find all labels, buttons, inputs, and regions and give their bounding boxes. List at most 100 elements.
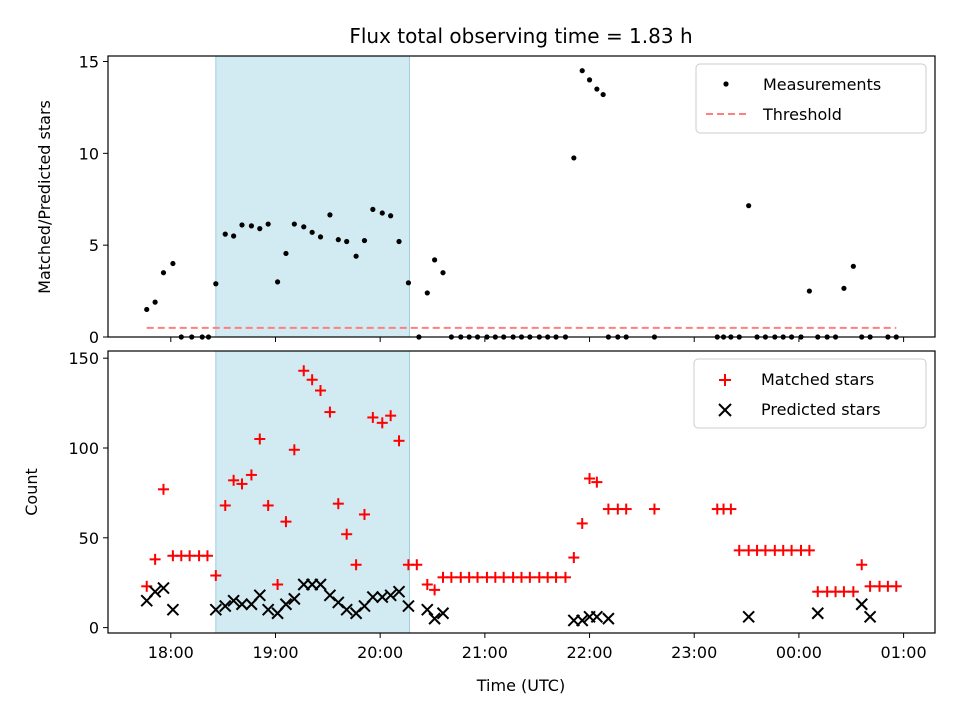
measurement-point xyxy=(265,221,271,227)
matched-star-point xyxy=(890,580,902,592)
xtick-label: 21:00 xyxy=(462,643,508,662)
top-y-axis: 0 5 10 15 xyxy=(79,53,108,347)
observing-span-top xyxy=(215,55,410,338)
predicted-star-point xyxy=(219,599,232,613)
measurement-point xyxy=(213,281,219,287)
matched-star-point xyxy=(288,444,300,456)
measurement-point xyxy=(850,263,856,269)
predicted-star-point xyxy=(209,603,223,616)
measurement-point xyxy=(274,279,281,285)
measurement-point xyxy=(571,155,577,161)
measurement-point xyxy=(405,280,412,286)
predicted-star-point xyxy=(576,614,589,627)
bottom-legend: Matched stars Predicted stars xyxy=(693,358,927,429)
predicted-star-point xyxy=(855,598,868,611)
predicted-star-point xyxy=(392,585,406,598)
measurement-point xyxy=(170,260,176,267)
measurement-point xyxy=(231,233,237,239)
matched-star-point xyxy=(341,528,353,540)
matched-star-point xyxy=(315,385,327,397)
matched-star-point xyxy=(367,411,379,423)
matched-star-point xyxy=(332,498,344,510)
matched-star-point xyxy=(812,586,824,598)
matched-star-point xyxy=(358,508,370,520)
matched-star-point xyxy=(591,476,603,488)
matched-star-point xyxy=(421,579,433,591)
bottom-ytick-label: 0 xyxy=(89,619,99,638)
measurement-point xyxy=(160,270,167,276)
xtick-label: 01:00 xyxy=(881,643,927,662)
predicted-star-point xyxy=(421,603,434,616)
bottom-axes-frame xyxy=(107,350,936,634)
predicted-star-point xyxy=(157,581,170,595)
measurement-point xyxy=(335,237,341,243)
bottom-ytick-label: 150 xyxy=(68,349,99,368)
matched-star-point xyxy=(725,503,737,515)
measurement-point xyxy=(301,224,307,230)
measurement-point xyxy=(396,238,402,245)
matched-star-point xyxy=(472,571,484,583)
top-ytick-label: 15 xyxy=(79,53,99,72)
top-plot-area xyxy=(144,68,899,340)
measurement-point xyxy=(222,231,228,237)
measurement-point xyxy=(746,203,752,209)
bottom-ytick-label: 50 xyxy=(79,529,99,548)
measurement-point xyxy=(424,290,430,296)
top-ytick-label: 0 xyxy=(89,328,99,347)
predicted-star-point xyxy=(314,578,327,591)
predicted-star-point xyxy=(253,589,266,602)
predicted-star-point xyxy=(166,603,180,616)
matched-star-point xyxy=(838,586,850,598)
top-legend: Measurements Threshold xyxy=(695,63,927,134)
matched-star-point xyxy=(262,499,274,511)
matched-star-point xyxy=(576,517,588,529)
predicted-star-point xyxy=(602,612,615,625)
matched-star-point xyxy=(393,435,405,447)
matched-star-point xyxy=(184,550,196,562)
top-ytick-label: 10 xyxy=(79,144,99,163)
measurement-point xyxy=(344,238,350,245)
predicted-star-point xyxy=(279,598,293,611)
predicted-star-point xyxy=(811,607,824,620)
bottom-ytick-label: 100 xyxy=(68,439,99,458)
legend-matched-label: Matched stars xyxy=(761,370,874,389)
matched-star-point xyxy=(620,503,632,515)
matched-star-point xyxy=(550,571,562,583)
matched-star-point xyxy=(219,499,231,511)
bottom-plot-area xyxy=(140,365,902,627)
matched-star-point xyxy=(847,586,859,598)
measurement-point xyxy=(257,226,263,232)
measurement-point xyxy=(579,68,585,74)
matched-star-point xyxy=(236,478,248,490)
legend-predicted-label: Predicted stars xyxy=(761,400,881,419)
predicted-star-point xyxy=(590,610,604,624)
measurement-point xyxy=(239,222,245,228)
top-x-axis xyxy=(170,337,905,342)
matched-star-point xyxy=(856,559,868,571)
predicted-star-point xyxy=(863,610,877,624)
predicted-star-point xyxy=(428,612,441,625)
matched-star-point xyxy=(733,544,745,556)
measurement-point xyxy=(283,250,289,257)
x-axis-label: Time (UTC) xyxy=(476,676,565,695)
matched-star-point xyxy=(272,579,284,591)
measurement-point xyxy=(317,234,324,240)
measurement-point xyxy=(152,299,158,305)
matched-star-point xyxy=(864,580,876,592)
top-panel: 0 5 10 15 Flux total observing time = 1.83 … xyxy=(35,24,936,347)
matched-star-point xyxy=(350,559,362,571)
matched-star-point xyxy=(429,584,441,596)
matched-star-point xyxy=(376,417,388,429)
bottom-x-axis: 18:00 19:00 20:00 21:00 22:00 23:00 00:00 01:00 xyxy=(148,633,927,662)
measurement-point xyxy=(353,253,359,259)
predicted-star-point xyxy=(235,598,249,611)
matched-star-point xyxy=(524,571,536,583)
matched-star-point xyxy=(445,571,457,583)
matched-star-point xyxy=(306,374,318,386)
top-ytick-label: 5 xyxy=(89,236,99,255)
matched-star-point xyxy=(411,559,423,571)
predicted-star-point xyxy=(148,585,162,598)
matched-star-point xyxy=(245,469,257,481)
xtick-label: 23:00 xyxy=(671,643,717,662)
matched-star-point xyxy=(568,552,580,564)
